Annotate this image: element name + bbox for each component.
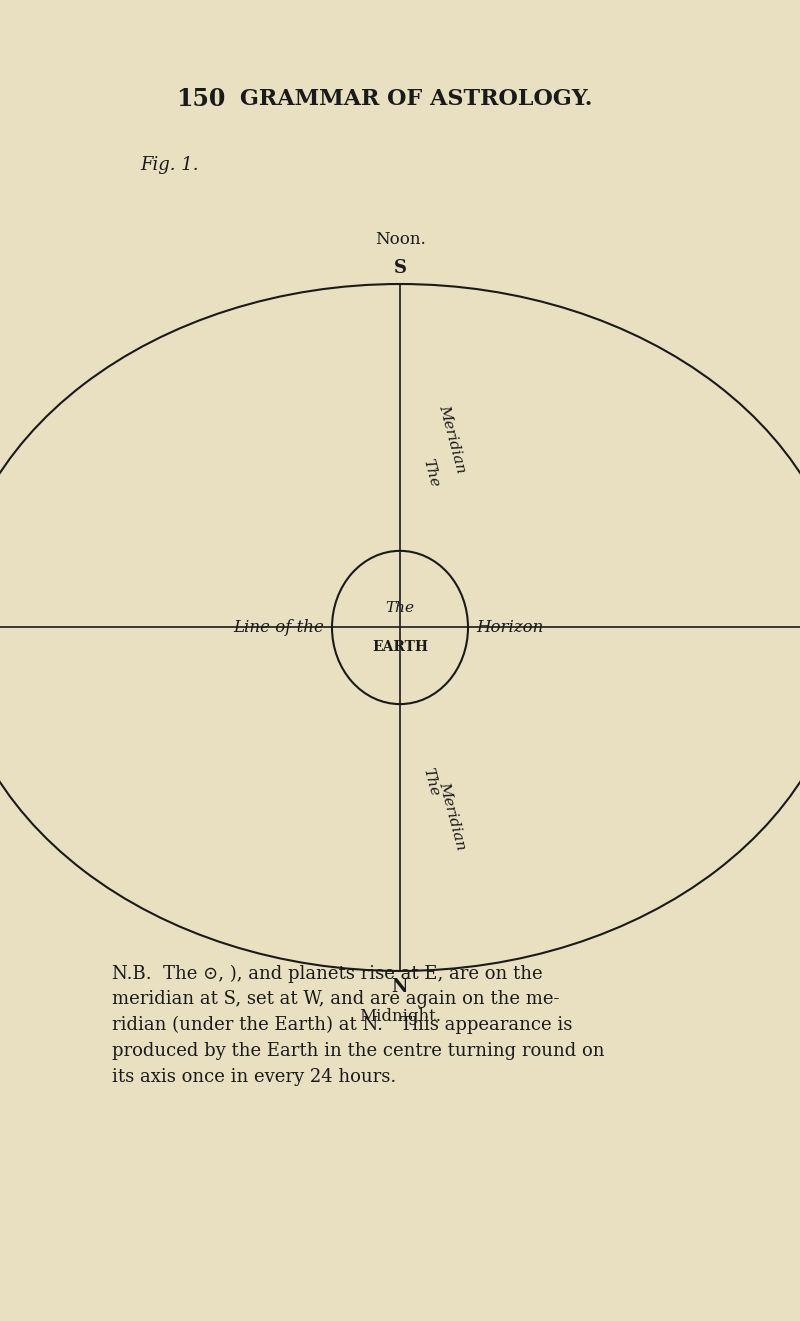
Text: Line of the: Line of the — [233, 620, 324, 635]
Text: Midnight.: Midnight. — [359, 1008, 441, 1025]
Text: Meridian: Meridian — [436, 403, 468, 474]
Text: 150: 150 — [176, 87, 226, 111]
Text: Fig. 1.: Fig. 1. — [140, 156, 198, 174]
Text: GRAMMAR OF ASTROLOGY.: GRAMMAR OF ASTROLOGY. — [240, 89, 592, 110]
Text: The: The — [420, 457, 441, 489]
Text: EARTH: EARTH — [372, 641, 428, 654]
Text: S: S — [394, 259, 406, 277]
Text: N.B.  The ⊙, ), and planets rise at E, are on the
meridian at S, set at W, and a: N.B. The ⊙, ), and planets rise at E, ar… — [112, 964, 605, 1086]
Text: Meridian: Meridian — [436, 781, 468, 852]
Text: The: The — [420, 766, 441, 798]
Text: Noon.: Noon. — [374, 231, 426, 248]
Text: N: N — [392, 978, 408, 996]
Text: The: The — [386, 601, 414, 614]
Text: Horizon: Horizon — [476, 620, 543, 635]
